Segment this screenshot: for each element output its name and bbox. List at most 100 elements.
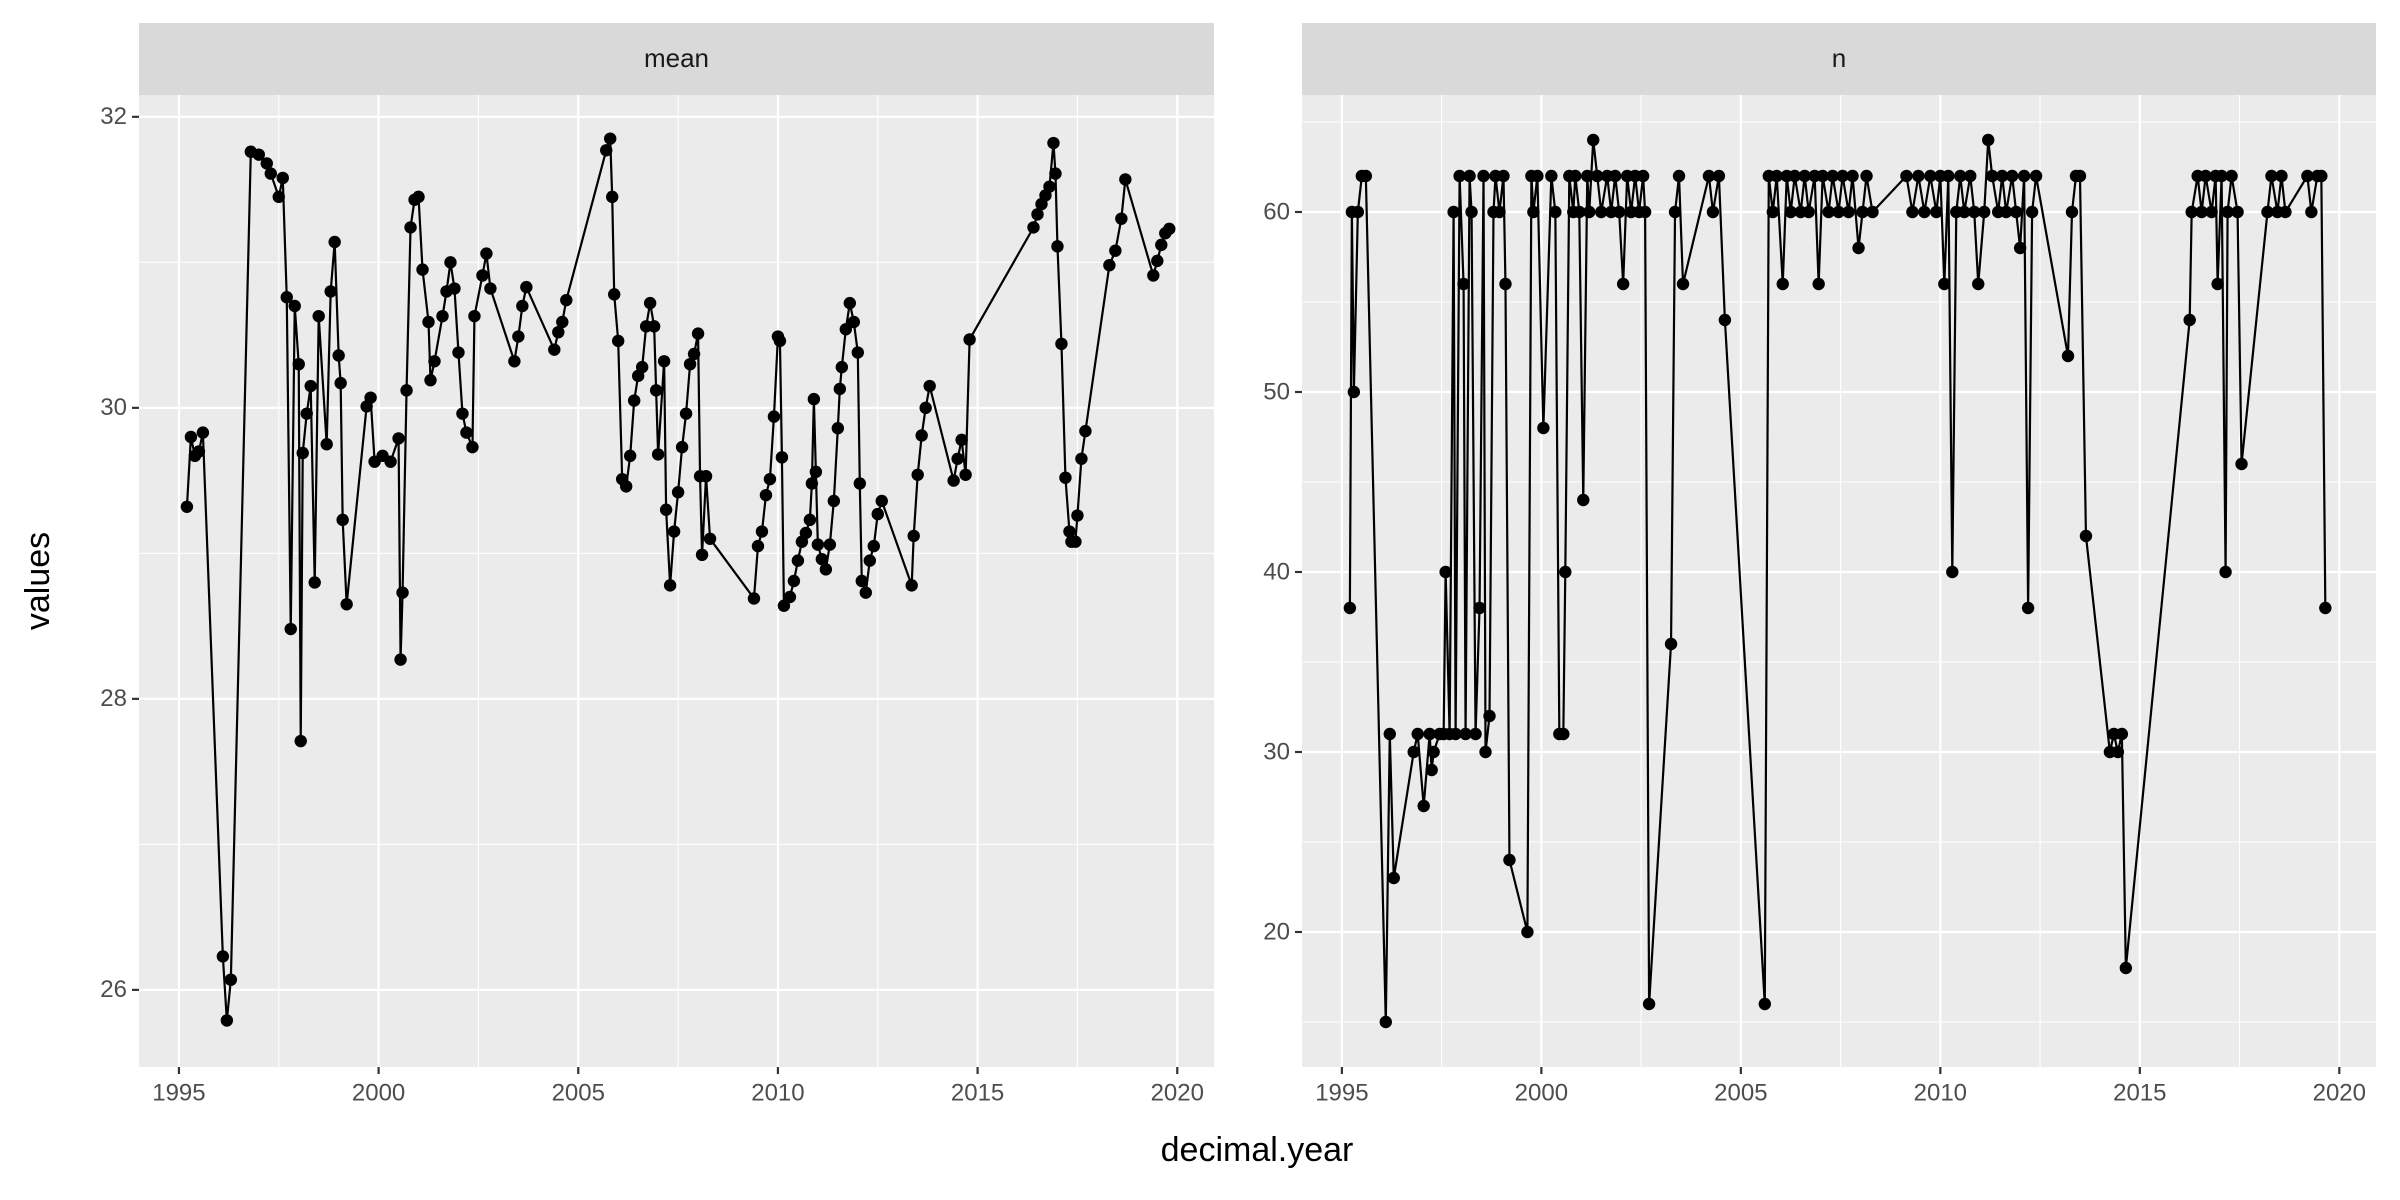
y-tick-label: 32	[100, 103, 127, 130]
data-point	[1155, 238, 1168, 252]
data-point	[184, 430, 198, 444]
data-point	[679, 407, 693, 420]
data-point	[805, 477, 819, 490]
data-point	[1055, 337, 1068, 351]
data-point	[923, 379, 936, 393]
data-point	[871, 507, 884, 521]
data-point	[1115, 212, 1128, 225]
data-point	[1642, 997, 1656, 1011]
data-point	[552, 325, 565, 339]
data-point	[1836, 169, 1849, 183]
data-point	[671, 486, 685, 499]
data-point	[512, 330, 525, 343]
data-point	[272, 190, 285, 204]
strip-label: n	[1832, 43, 1846, 73]
data-point	[1027, 221, 1040, 234]
data-point	[863, 554, 876, 567]
data-point	[1549, 205, 1562, 219]
data-point	[516, 299, 529, 313]
data-point	[384, 455, 397, 468]
data-point	[220, 1014, 234, 1027]
data-point	[1766, 205, 1779, 219]
data-point	[1477, 169, 1490, 183]
data-point	[799, 526, 813, 540]
data-point	[2275, 169, 2288, 183]
data-point	[436, 309, 449, 323]
data-point	[396, 586, 409, 599]
data-point	[1938, 277, 1951, 291]
y-tick-label: 30	[100, 394, 127, 421]
data-point	[703, 532, 717, 546]
data-point	[1986, 169, 1999, 183]
data-point	[334, 376, 347, 390]
data-point	[847, 315, 861, 329]
data-point	[1079, 424, 1092, 438]
data-point	[1930, 205, 1943, 219]
data-point	[1842, 205, 1855, 219]
data-point	[1359, 169, 1373, 183]
data-point	[623, 449, 637, 463]
data-point	[1999, 205, 2013, 219]
data-point	[699, 470, 713, 483]
data-point	[675, 440, 689, 454]
data-point	[2021, 601, 2035, 615]
data-point	[1497, 169, 1510, 183]
data-point	[400, 384, 413, 397]
data-point	[2315, 169, 2328, 183]
data-point	[1672, 169, 1686, 183]
data-point	[1379, 1015, 1392, 1029]
data-point	[853, 477, 866, 490]
data-point	[2079, 529, 2093, 543]
data-point	[196, 426, 210, 439]
data-point	[751, 539, 765, 553]
data-point	[422, 315, 435, 329]
data-point	[1758, 997, 1771, 1011]
data-point	[1978, 205, 1991, 219]
y-tick-label: 60	[1263, 198, 1290, 225]
data-point	[604, 132, 617, 145]
data-point	[1826, 169, 1839, 183]
x-tick-label: 2020	[1151, 1079, 1204, 1106]
data-point	[1968, 205, 1981, 219]
data-point	[2013, 241, 2027, 255]
data-point	[2221, 205, 2234, 219]
data-point	[466, 440, 479, 454]
data-point	[448, 282, 461, 295]
data-point	[424, 373, 437, 387]
data-point	[560, 293, 573, 307]
data-point	[444, 256, 457, 269]
data-point	[811, 538, 825, 551]
data-point	[1049, 167, 1062, 180]
data-point	[1483, 709, 1496, 723]
data-point	[1537, 421, 1550, 435]
data-point	[280, 291, 293, 304]
data-point	[1147, 269, 1160, 282]
data-point	[1636, 169, 1650, 183]
x-tick-label: 2010	[751, 1079, 804, 1106]
y-axis-title: values	[19, 532, 57, 630]
data-point	[1573, 205, 1586, 219]
data-point	[691, 327, 705, 340]
data-point	[1616, 277, 1630, 291]
data-point	[1493, 205, 1506, 219]
data-point	[815, 552, 829, 566]
data-point	[619, 480, 633, 493]
data-point	[288, 299, 301, 313]
data-point	[791, 554, 805, 567]
data-point	[627, 394, 641, 407]
x-axis-title: decimal.year	[1161, 1131, 1354, 1169]
data-point	[608, 288, 621, 301]
data-point	[819, 563, 833, 576]
data-point	[1712, 169, 1726, 183]
data-point	[647, 320, 661, 333]
data-point	[1347, 385, 1361, 399]
data-point	[755, 525, 769, 538]
data-point	[919, 401, 932, 415]
data-point	[1587, 133, 1600, 147]
data-point	[2225, 169, 2238, 183]
data-point	[1676, 277, 1690, 291]
data-point	[1900, 169, 1913, 183]
data-point	[284, 622, 297, 636]
